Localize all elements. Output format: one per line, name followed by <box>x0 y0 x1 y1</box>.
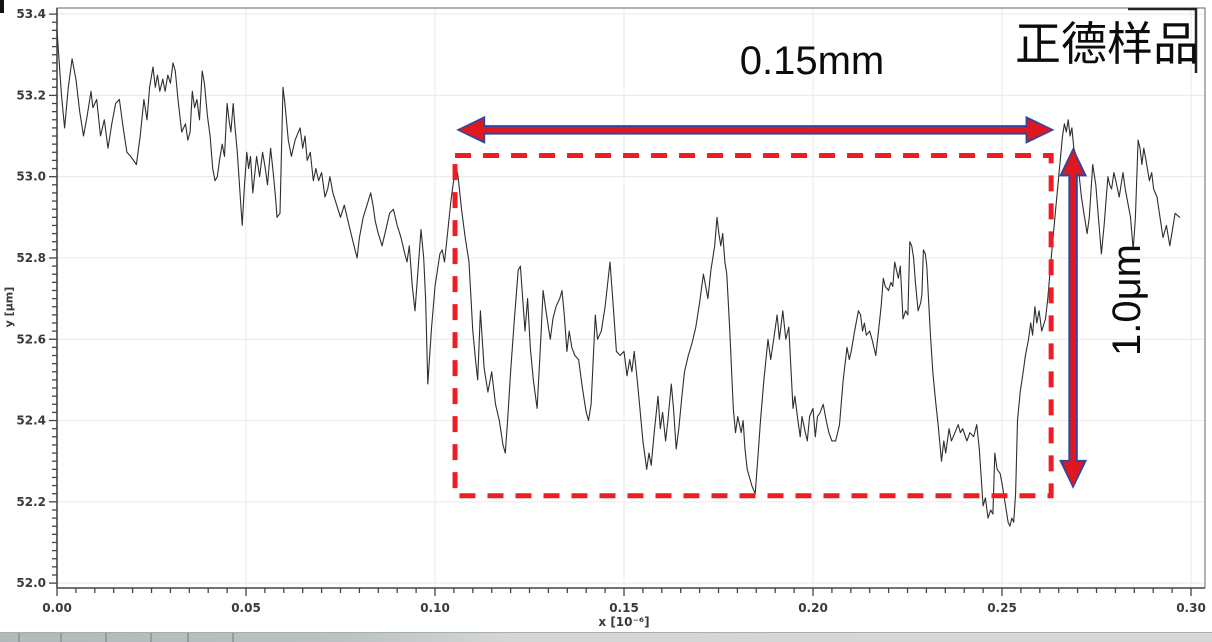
width-arrow-head <box>1027 119 1052 141</box>
corner-bracket <box>1128 7 1198 73</box>
taskbar-segment-divider <box>18 633 20 642</box>
taskbar-segment-divider <box>60 633 62 642</box>
height-arrow-head <box>1062 461 1084 486</box>
x-tick-label: 0.30 <box>1176 601 1206 615</box>
x-tick-label: 0.00 <box>42 601 72 615</box>
width-annotation-label: 0.15mm <box>739 39 885 83</box>
screen-edge-artifact <box>0 0 4 13</box>
y-tick-label: 53.0 <box>16 170 46 184</box>
y-axis-label: y [μm] <box>2 286 16 328</box>
taskbar-segment-divider <box>232 633 234 642</box>
sample-name-label: 正德样品 <box>1015 18 1199 70</box>
bottom-taskbar-strip <box>0 632 1212 642</box>
width-arrow-head <box>459 119 484 141</box>
y-tick-label: 52.6 <box>16 332 46 346</box>
y-tick-label: 52.2 <box>16 495 46 509</box>
x-tick-label: 0.10 <box>420 601 450 615</box>
profile-line <box>56 29 1181 527</box>
x-tick-label: 0.25 <box>987 601 1017 615</box>
x-tick-label: 0.15 <box>609 601 639 615</box>
y-tick-label: 52.8 <box>16 251 46 265</box>
x-axis-label: x [10⁻⁶] <box>598 615 650 629</box>
x-tick-label: 0.05 <box>231 601 261 615</box>
height-arrow-head <box>1062 150 1084 175</box>
dashed-region-box <box>452 153 1054 499</box>
y-tick-label: 52.0 <box>16 576 46 590</box>
y-tick-label: 52.4 <box>16 414 46 428</box>
taskbar-segment-divider <box>150 633 152 642</box>
y-tick-label: 53.4 <box>16 7 46 21</box>
x-tick-label: 0.20 <box>798 601 828 615</box>
taskbar-segment-divider <box>187 633 189 642</box>
height-annotation-label: 1.0μm <box>1105 244 1149 356</box>
taskbar-segment-divider <box>105 633 107 642</box>
y-tick-label: 53.2 <box>16 88 46 102</box>
